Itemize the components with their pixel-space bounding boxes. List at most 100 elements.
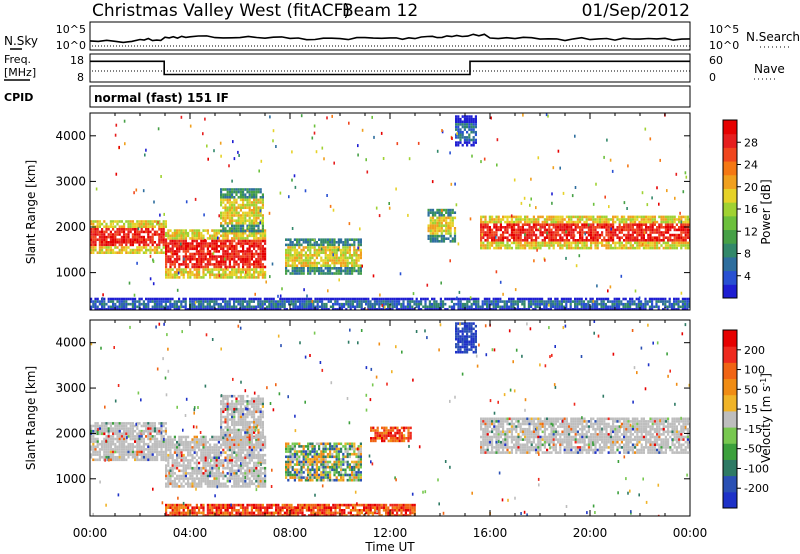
range-gate-cell bbox=[184, 308, 187, 310]
range-gate-cell bbox=[541, 300, 544, 303]
range-gate-cell bbox=[160, 442, 163, 446]
range-gate-cell bbox=[673, 302, 676, 306]
range-gate-cell bbox=[459, 138, 462, 142]
range-gate-cell bbox=[629, 228, 632, 232]
range-gate-cell bbox=[226, 239, 229, 243]
range-gate-cell bbox=[631, 246, 634, 250]
range-gate-cell bbox=[153, 220, 156, 223]
range-gate-cell bbox=[304, 261, 307, 265]
range-gate-cell bbox=[129, 424, 132, 428]
range-gate-cell bbox=[250, 239, 253, 243]
range-gate-cell bbox=[440, 240, 443, 243]
range-gate-cell bbox=[570, 241, 573, 245]
range-gate-cell bbox=[607, 305, 610, 309]
noise-cell bbox=[279, 191, 282, 195]
range-gate-cell bbox=[497, 239, 500, 242]
range-gate-cell bbox=[583, 226, 586, 229]
range-gate-cell bbox=[510, 236, 513, 239]
range-gate-cell bbox=[138, 225, 141, 228]
range-gate-cell bbox=[439, 308, 442, 310]
noise-cell bbox=[237, 150, 239, 154]
range-gate-cell bbox=[329, 269, 332, 273]
range-gate-cell bbox=[215, 231, 218, 235]
range-gate-cell bbox=[142, 453, 145, 456]
range-gate-cell bbox=[331, 238, 334, 241]
noise-cell bbox=[228, 164, 230, 168]
range-gate-cell bbox=[300, 259, 303, 262]
range-gate-cell bbox=[231, 206, 234, 209]
range-gate-cell bbox=[184, 237, 187, 240]
range-gate-cell bbox=[195, 265, 198, 269]
range-gate-cell bbox=[151, 305, 154, 309]
range-gate-cell bbox=[561, 231, 564, 234]
range-gate-cell bbox=[543, 302, 546, 306]
range-gate-cell bbox=[222, 247, 225, 251]
range-gate-cell bbox=[445, 221, 448, 225]
range-gate-cell bbox=[162, 228, 165, 231]
range-gate-cell bbox=[337, 261, 340, 265]
range-gate-cell bbox=[587, 233, 590, 237]
range-gate-cell bbox=[636, 246, 639, 250]
range-gate-cell bbox=[378, 305, 381, 309]
range-gate-cell bbox=[309, 267, 312, 270]
range-gate-cell bbox=[324, 261, 327, 265]
range-gate-cell bbox=[461, 120, 464, 124]
range-gate-cell bbox=[682, 228, 685, 232]
range-gate-cell bbox=[605, 244, 608, 247]
range-gate-cell bbox=[647, 236, 650, 239]
range-gate-cell bbox=[239, 302, 242, 306]
range-gate-cell bbox=[682, 220, 685, 224]
range-gate-cell bbox=[96, 445, 99, 449]
range-gate-cell bbox=[468, 133, 471, 137]
range-gate-cell bbox=[517, 218, 520, 221]
range-gate-cell bbox=[206, 270, 209, 274]
range-gate-cell bbox=[298, 269, 301, 273]
range-gate-cell bbox=[123, 427, 126, 430]
range-gate-cell bbox=[253, 273, 256, 277]
noise-cell bbox=[651, 196, 653, 200]
range-gate-cell bbox=[548, 228, 551, 232]
range-gate-cell bbox=[293, 256, 296, 260]
range-gate-cell bbox=[605, 223, 608, 226]
range-gate-cell bbox=[499, 246, 502, 250]
range-gate-cell bbox=[504, 246, 507, 250]
range-gate-cell bbox=[446, 297, 449, 301]
range-gate-cell bbox=[195, 252, 198, 256]
range-gate-cell bbox=[457, 136, 460, 139]
range-gate-cell bbox=[362, 308, 365, 310]
range-gate-cell bbox=[191, 265, 194, 269]
range-gate-cell bbox=[116, 455, 119, 459]
range-gate-cell bbox=[631, 220, 634, 224]
range-gate-cell bbox=[653, 215, 656, 219]
range-gate-cell bbox=[387, 305, 390, 309]
range-gate-cell bbox=[596, 244, 599, 247]
range-gate-cell bbox=[513, 226, 516, 229]
range-gate-cell bbox=[224, 203, 227, 207]
range-gate-cell bbox=[198, 250, 201, 253]
range-gate-cell bbox=[147, 442, 150, 446]
range-gate-cell bbox=[233, 219, 236, 222]
range-gate-cell bbox=[373, 305, 376, 309]
range-gate-cell bbox=[187, 247, 190, 251]
range-gate-cell bbox=[508, 239, 511, 242]
range-gate-cell bbox=[331, 254, 334, 257]
range-gate-cell bbox=[653, 223, 656, 226]
range-gate-cell bbox=[609, 308, 612, 310]
range-gate-cell bbox=[351, 272, 354, 275]
range-gate-cell bbox=[497, 297, 500, 301]
range-gate-cell bbox=[151, 453, 154, 456]
range-gate-cell bbox=[307, 254, 310, 257]
range-gate-cell bbox=[230, 308, 233, 310]
range-gate-cell bbox=[326, 243, 329, 247]
range-gate-cell bbox=[248, 229, 251, 233]
range-gate-cell bbox=[436, 237, 439, 240]
range-gate-cell bbox=[264, 237, 267, 240]
range-gate-cell bbox=[355, 238, 358, 241]
range-gate-cell bbox=[118, 450, 121, 454]
range-gate-cell bbox=[160, 453, 163, 456]
range-gate-cell bbox=[136, 305, 139, 309]
range-gate-cell bbox=[574, 300, 577, 303]
range-gate-cell bbox=[248, 219, 251, 222]
range-gate-cell bbox=[215, 273, 218, 277]
range-gate-cell bbox=[261, 255, 264, 258]
